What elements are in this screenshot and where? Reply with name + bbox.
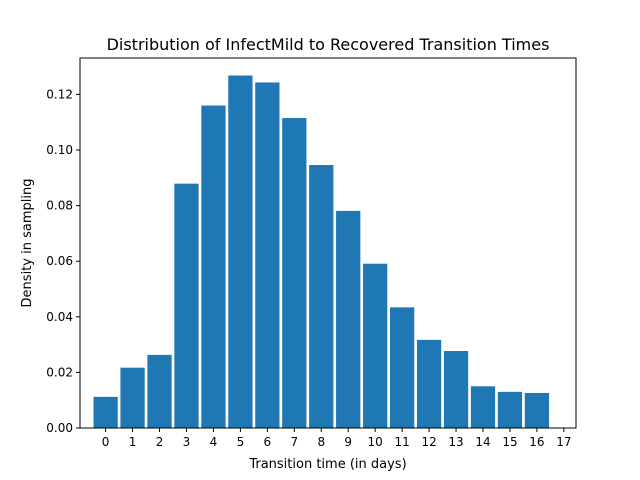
- bar-6: [255, 82, 280, 429]
- x-tick-label: 5: [237, 435, 245, 449]
- x-tick-label: 3: [183, 435, 191, 449]
- x-tick-label: 10: [368, 435, 383, 449]
- plot-frame: [79, 57, 577, 429]
- y-tick-label: 0.12: [46, 87, 73, 101]
- x-tick-label: 4: [210, 435, 218, 449]
- bar-8: [309, 165, 334, 429]
- x-axis-ticks: 0 1 2 3 4 5 6 7 8 9 10 11 12 13 14 15 16 17: [102, 428, 572, 449]
- chart-title: Distribution of InfectMild to Recovered …: [107, 35, 550, 54]
- x-tick-label: 12: [421, 435, 436, 449]
- bar-11: [390, 307, 415, 428]
- bar-10: [363, 263, 388, 428]
- bar-4: [201, 105, 226, 428]
- bar-3: [174, 183, 199, 428]
- y-tick-label: 0.06: [46, 254, 73, 268]
- bar-15: [497, 391, 523, 428]
- x-tick-label: 6: [264, 435, 272, 449]
- bar-0: [93, 396, 118, 428]
- x-tick-label: 7: [290, 435, 298, 449]
- x-axis-label: Transition time (in days): [248, 457, 406, 472]
- x-tick-label: 2: [156, 435, 164, 449]
- y-axis-label: Density in sampling: [20, 179, 35, 308]
- bar-2: [147, 354, 172, 428]
- bar-16: [524, 392, 550, 428]
- x-tick-label: 16: [529, 435, 544, 449]
- x-tick-label: 0: [102, 435, 110, 449]
- x-tick-label: 9: [344, 435, 352, 449]
- y-axis-ticks: 0.00 0.02 0.04 0.06 0.08 0.10 0.12: [46, 87, 80, 435]
- bar-9: [336, 210, 361, 428]
- x-tick-label: 13: [448, 435, 463, 449]
- x-tick-label: 14: [475, 435, 490, 449]
- y-tick-label: 0.04: [46, 310, 73, 324]
- x-tick-label: 15: [502, 435, 517, 449]
- x-tick-label: 8: [317, 435, 325, 449]
- y-tick-label: 0.08: [46, 199, 73, 213]
- x-tick-label: 1: [129, 435, 137, 449]
- x-tick-label: 11: [394, 435, 409, 449]
- y-tick-label: 0.00: [46, 421, 73, 435]
- bar-7: [282, 118, 307, 429]
- y-tick-label: 0.02: [46, 365, 73, 379]
- bar-12: [416, 339, 442, 428]
- y-tick-label: 0.10: [46, 143, 73, 157]
- bars-group: [93, 75, 550, 429]
- bar-13: [443, 350, 469, 428]
- bar-14: [470, 386, 496, 428]
- bar-5: [228, 75, 253, 428]
- bar-1: [120, 367, 145, 428]
- x-tick-label: 17: [556, 435, 571, 449]
